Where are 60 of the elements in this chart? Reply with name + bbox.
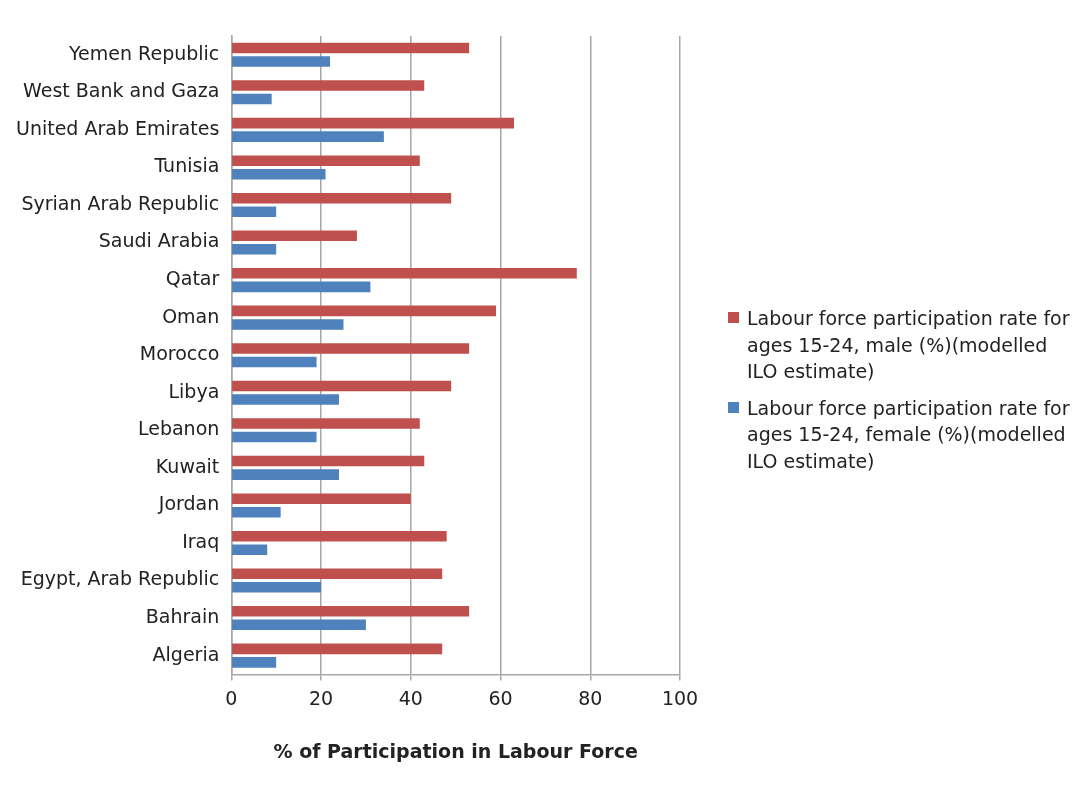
y-tick-label: Oman: [162, 304, 220, 327]
y-tick-label: Iraq: [182, 529, 220, 552]
bar: [232, 319, 344, 330]
bar: [232, 305, 497, 317]
bar: [232, 131, 384, 142]
x-tick-label: 60: [488, 686, 513, 709]
bar: [232, 192, 452, 204]
y-tick-label: Jordan: [157, 492, 220, 515]
bar: [232, 268, 577, 279]
y-tick-label: Qatar: [165, 267, 220, 290]
bar: [232, 582, 322, 593]
y-tick-label: Morocco: [139, 342, 220, 365]
y-tick-label: Kuwait: [155, 454, 220, 477]
bar: [232, 80, 425, 91]
x-axis-title: % of Participation in Labour Force: [273, 739, 638, 762]
bar: [232, 418, 420, 429]
bar: [232, 394, 339, 405]
bar: [232, 431, 317, 443]
bar: [232, 506, 281, 518]
legend-label: Labour force participation rate for ages 15-24, female (%)(modelled ILO estimate): [747, 395, 1071, 474]
bar: [232, 155, 420, 166]
bar: [232, 568, 443, 580]
bar: [232, 93, 272, 105]
bar: [232, 168, 326, 180]
bar: [232, 493, 411, 504]
x-tick-label: 80: [578, 686, 603, 709]
y-tick-label: Tunisia: [153, 154, 220, 177]
bar: [232, 356, 317, 368]
x-tick-label: 100: [661, 686, 699, 709]
bar: [232, 606, 470, 617]
y-tick-label: Libya: [168, 379, 220, 402]
bar: [232, 230, 357, 242]
y-tick-label: Egypt, Arab Republic: [20, 567, 220, 590]
bar: [232, 117, 514, 129]
y-tick-label: West Bank and Gaza: [23, 79, 220, 102]
y-tick-label: Bahrain: [145, 605, 220, 628]
bar: [232, 619, 366, 631]
bar: [232, 56, 331, 67]
x-tick-label: 40: [398, 686, 423, 709]
bar: [232, 530, 447, 542]
x-tick-label: 20: [308, 686, 334, 709]
bar: [232, 42, 470, 54]
bar: [232, 380, 452, 392]
legend-label: Labour force participation rate for ages 15-24, male (%)(modelled ILO estimate): [747, 306, 1071, 385]
bar: [232, 544, 268, 555]
bar: [232, 455, 425, 467]
y-tick-label: Saudi Arabia: [98, 229, 220, 252]
bar: [232, 657, 277, 668]
x-tick-label: 0: [225, 686, 238, 709]
bar: [232, 469, 339, 480]
y-tick-label: United Arab Emirates: [15, 116, 220, 139]
y-tick-label: Yemen Republic: [68, 41, 220, 64]
bar: [232, 343, 470, 354]
y-tick-label: Syrian Arab Republic: [21, 191, 220, 214]
y-tick-label: Algeria: [152, 642, 220, 665]
y-tick-label: Lebanon: [137, 417, 220, 440]
bar: [232, 206, 277, 218]
bar: [232, 244, 277, 255]
bar: [232, 281, 371, 293]
bar: [232, 643, 443, 655]
